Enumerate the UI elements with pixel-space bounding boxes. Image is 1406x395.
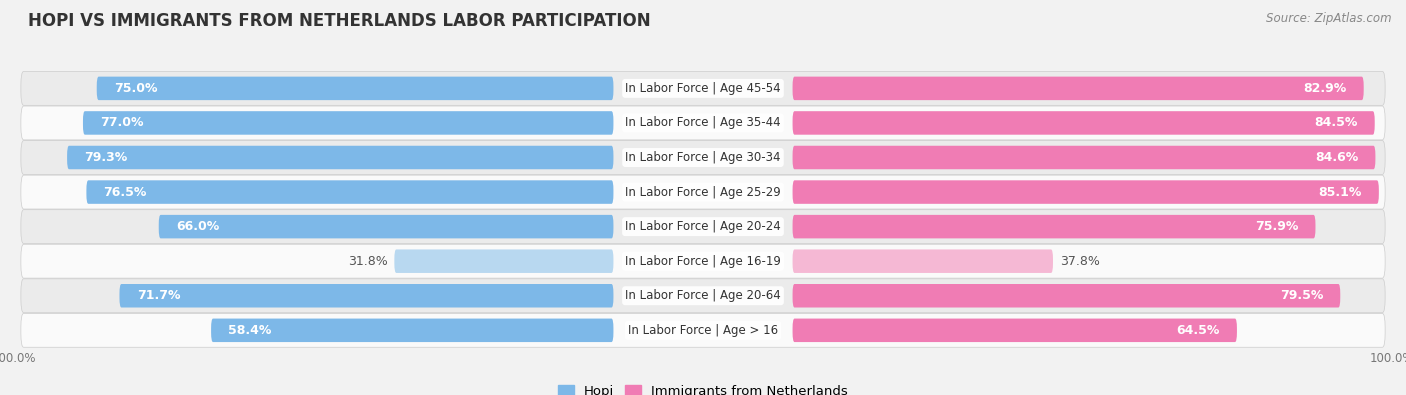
FancyBboxPatch shape xyxy=(793,284,1340,307)
Text: 79.3%: 79.3% xyxy=(84,151,128,164)
Text: 77.0%: 77.0% xyxy=(100,117,143,130)
FancyBboxPatch shape xyxy=(67,146,613,169)
FancyBboxPatch shape xyxy=(793,250,1053,273)
Text: 64.5%: 64.5% xyxy=(1177,324,1219,337)
FancyBboxPatch shape xyxy=(793,215,1316,238)
Text: In Labor Force | Age 20-64: In Labor Force | Age 20-64 xyxy=(626,289,780,302)
Text: 37.8%: 37.8% xyxy=(1060,255,1099,268)
Text: 84.6%: 84.6% xyxy=(1315,151,1358,164)
FancyBboxPatch shape xyxy=(793,111,1375,135)
Text: In Labor Force | Age 20-24: In Labor Force | Age 20-24 xyxy=(626,220,780,233)
Text: 31.8%: 31.8% xyxy=(347,255,388,268)
FancyBboxPatch shape xyxy=(211,318,613,342)
Text: In Labor Force | Age 45-54: In Labor Force | Age 45-54 xyxy=(626,82,780,95)
Text: HOPI VS IMMIGRANTS FROM NETHERLANDS LABOR PARTICIPATION: HOPI VS IMMIGRANTS FROM NETHERLANDS LABO… xyxy=(28,12,651,30)
Text: In Labor Force | Age 30-34: In Labor Force | Age 30-34 xyxy=(626,151,780,164)
FancyBboxPatch shape xyxy=(21,175,1385,209)
FancyBboxPatch shape xyxy=(21,71,1385,105)
Text: 79.5%: 79.5% xyxy=(1279,289,1323,302)
FancyBboxPatch shape xyxy=(159,215,613,238)
FancyBboxPatch shape xyxy=(394,250,613,273)
Text: In Labor Force | Age > 16: In Labor Force | Age > 16 xyxy=(628,324,778,337)
Text: 75.0%: 75.0% xyxy=(114,82,157,95)
Text: 82.9%: 82.9% xyxy=(1303,82,1347,95)
Text: Source: ZipAtlas.com: Source: ZipAtlas.com xyxy=(1267,12,1392,25)
FancyBboxPatch shape xyxy=(21,106,1385,140)
FancyBboxPatch shape xyxy=(21,141,1385,175)
FancyBboxPatch shape xyxy=(86,180,613,204)
Legend: Hopi, Immigrants from Netherlands: Hopi, Immigrants from Netherlands xyxy=(554,381,852,395)
FancyBboxPatch shape xyxy=(21,279,1385,313)
Text: In Labor Force | Age 16-19: In Labor Force | Age 16-19 xyxy=(626,255,780,268)
FancyBboxPatch shape xyxy=(793,77,1364,100)
Text: 84.5%: 84.5% xyxy=(1315,117,1358,130)
FancyBboxPatch shape xyxy=(21,244,1385,278)
Text: In Labor Force | Age 25-29: In Labor Force | Age 25-29 xyxy=(626,186,780,199)
Text: 66.0%: 66.0% xyxy=(176,220,219,233)
Text: 76.5%: 76.5% xyxy=(104,186,148,199)
FancyBboxPatch shape xyxy=(21,210,1385,244)
Text: 85.1%: 85.1% xyxy=(1319,186,1361,199)
FancyBboxPatch shape xyxy=(793,146,1375,169)
Text: 58.4%: 58.4% xyxy=(228,324,271,337)
FancyBboxPatch shape xyxy=(83,111,613,135)
Text: In Labor Force | Age 35-44: In Labor Force | Age 35-44 xyxy=(626,117,780,130)
FancyBboxPatch shape xyxy=(793,318,1237,342)
FancyBboxPatch shape xyxy=(793,180,1379,204)
Text: 71.7%: 71.7% xyxy=(136,289,180,302)
FancyBboxPatch shape xyxy=(97,77,613,100)
FancyBboxPatch shape xyxy=(21,313,1385,347)
FancyBboxPatch shape xyxy=(120,284,613,307)
Text: 75.9%: 75.9% xyxy=(1256,220,1298,233)
